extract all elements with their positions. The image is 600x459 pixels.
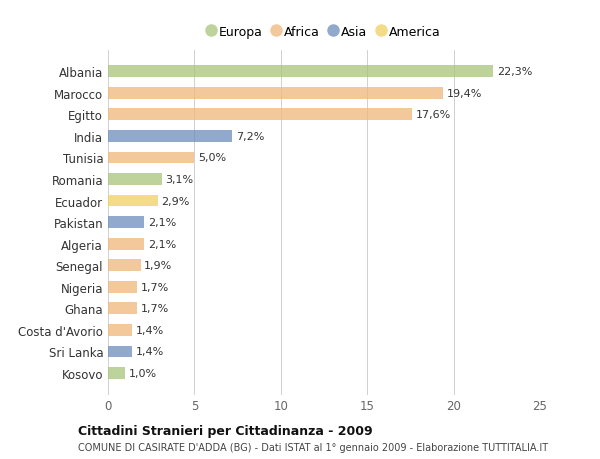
Text: 1,7%: 1,7% [141, 282, 169, 292]
Bar [108, 174, 161, 185]
Text: 2,1%: 2,1% [148, 239, 176, 249]
Bar [108, 260, 141, 272]
Text: 3,1%: 3,1% [165, 174, 193, 185]
Bar [108, 195, 158, 207]
Bar [108, 346, 132, 358]
Text: 17,6%: 17,6% [416, 110, 451, 120]
Text: 1,7%: 1,7% [141, 304, 169, 313]
Bar [108, 66, 493, 78]
Text: 1,0%: 1,0% [129, 368, 157, 378]
Bar [108, 281, 137, 293]
Bar [108, 238, 144, 250]
Bar [108, 109, 412, 121]
Text: 1,4%: 1,4% [136, 347, 164, 357]
Text: 2,1%: 2,1% [148, 218, 176, 228]
Bar [108, 88, 443, 100]
Bar [108, 217, 144, 229]
Text: 2,9%: 2,9% [161, 196, 190, 206]
Text: 22,3%: 22,3% [497, 67, 532, 77]
Text: 1,4%: 1,4% [136, 325, 164, 335]
Bar [108, 152, 194, 164]
Text: 19,4%: 19,4% [446, 89, 482, 99]
Legend: Europa, Africa, Asia, America: Europa, Africa, Asia, America [204, 22, 444, 43]
Bar [108, 131, 232, 142]
Bar [108, 324, 132, 336]
Bar [108, 367, 125, 379]
Text: COMUNE DI CASIRATE D'ADDA (BG) - Dati ISTAT al 1° gennaio 2009 - Elaborazione TU: COMUNE DI CASIRATE D'ADDA (BG) - Dati IS… [78, 442, 548, 452]
Text: Cittadini Stranieri per Cittadinanza - 2009: Cittadini Stranieri per Cittadinanza - 2… [78, 425, 373, 437]
Text: 1,9%: 1,9% [144, 261, 173, 271]
Text: 5,0%: 5,0% [198, 153, 226, 163]
Text: 7,2%: 7,2% [236, 132, 264, 141]
Bar [108, 303, 137, 314]
